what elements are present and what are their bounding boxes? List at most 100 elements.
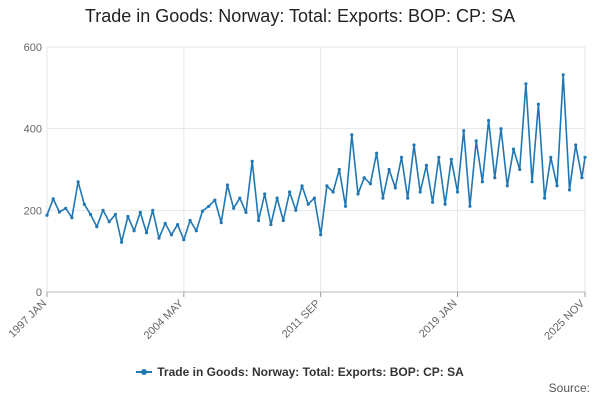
- data-point[interactable]: [574, 143, 578, 147]
- data-point[interactable]: [163, 221, 167, 225]
- data-point[interactable]: [583, 155, 587, 159]
- legend-swatch-icon: [136, 366, 153, 378]
- data-point[interactable]: [169, 233, 173, 237]
- data-point[interactable]: [493, 176, 497, 180]
- data-point[interactable]: [549, 155, 553, 159]
- data-point[interactable]: [182, 238, 186, 242]
- data-point[interactable]: [194, 229, 198, 233]
- data-point[interactable]: [207, 204, 211, 208]
- data-point[interactable]: [281, 218, 285, 223]
- data-point[interactable]: [51, 197, 55, 201]
- data-point[interactable]: [151, 208, 155, 212]
- y-tick-label: 0: [36, 287, 42, 299]
- data-point[interactable]: [219, 221, 223, 225]
- data-point[interactable]: [561, 73, 565, 77]
- data-point[interactable]: [337, 167, 341, 172]
- data-point[interactable]: [393, 186, 397, 190]
- data-point[interactable]: [325, 184, 329, 188]
- data-point[interactable]: [331, 190, 335, 194]
- x-tick-label: 2025 NOV: [542, 297, 587, 342]
- data-point[interactable]: [350, 133, 354, 137]
- data-point[interactable]: [238, 196, 242, 200]
- data-point[interactable]: [76, 180, 80, 184]
- tick-labels: 0 200 400 600 1997 JAN 2004 MAY 2011 SEP 2019 J…: [6, 42, 587, 342]
- data-point[interactable]: [511, 147, 516, 151]
- x-tick-label: 2011 SEP: [280, 298, 323, 341]
- data-point[interactable]: [225, 183, 229, 187]
- data-point[interactable]: [462, 129, 466, 133]
- data-point[interactable]: [480, 180, 484, 184]
- data-point[interactable]: [256, 218, 261, 223]
- x-tick-label: 2004 MAY: [142, 297, 187, 342]
- data-point[interactable]: [424, 163, 428, 167]
- data-point[interactable]: [474, 139, 478, 143]
- data-point[interactable]: [126, 214, 130, 219]
- data-point[interactable]: [567, 188, 572, 192]
- data-point[interactable]: [406, 196, 410, 200]
- data-point[interactable]: [487, 118, 491, 123]
- data-point[interactable]: [387, 167, 391, 172]
- data-point[interactable]: [70, 216, 74, 220]
- data-point[interactable]: [200, 209, 205, 213]
- legend[interactable]: Trade in Goods: Norway: Total: Exports: …: [0, 365, 600, 379]
- data-point[interactable]: [437, 155, 441, 159]
- data-point[interactable]: [213, 198, 217, 202]
- data-point[interactable]: [431, 200, 435, 204]
- data-point[interactable]: [343, 204, 348, 208]
- data-point[interactable]: [530, 180, 534, 184]
- data-point[interactable]: [580, 176, 584, 180]
- data-point[interactable]: [288, 190, 292, 194]
- data-point[interactable]: [64, 206, 68, 210]
- data-point[interactable]: [455, 190, 460, 194]
- data-point[interactable]: [176, 223, 180, 227]
- chart-title: Trade in Goods: Norway: Total: Exports: …: [84, 6, 516, 26]
- data-point[interactable]: [300, 184, 304, 188]
- data-point[interactable]: [232, 206, 236, 210]
- data-point[interactable]: [269, 223, 273, 227]
- data-point[interactable]: [543, 196, 547, 200]
- data-point[interactable]: [362, 176, 366, 180]
- data-point[interactable]: [505, 184, 509, 188]
- data-point[interactable]: [57, 210, 62, 214]
- data-point[interactable]: [499, 127, 503, 131]
- data-point[interactable]: [95, 225, 99, 229]
- data-point[interactable]: [524, 82, 528, 86]
- data-point[interactable]: [120, 240, 124, 244]
- data-point[interactable]: [101, 208, 105, 212]
- data-point[interactable]: [188, 218, 192, 223]
- series-layer: [45, 73, 587, 244]
- data-point[interactable]: [88, 212, 93, 216]
- data-point[interactable]: [244, 210, 248, 214]
- data-point[interactable]: [113, 212, 117, 216]
- data-point[interactable]: [82, 202, 86, 206]
- data-point[interactable]: [381, 196, 385, 200]
- data-point[interactable]: [294, 208, 298, 212]
- data-point[interactable]: [138, 210, 142, 214]
- series-line[interactable]: [46, 74, 586, 243]
- data-point[interactable]: [157, 236, 161, 240]
- data-point[interactable]: [555, 184, 559, 188]
- grid-lines: [46, 46, 586, 292]
- data-point[interactable]: [368, 182, 372, 186]
- data-point[interactable]: [132, 229, 136, 233]
- data-point[interactable]: [312, 196, 316, 200]
- data-point[interactable]: [518, 167, 522, 172]
- data-point[interactable]: [319, 233, 323, 237]
- data-point[interactable]: [418, 190, 422, 194]
- data-point[interactable]: [250, 159, 254, 163]
- data-point[interactable]: [375, 151, 379, 155]
- data-point[interactable]: [443, 202, 447, 206]
- data-point[interactable]: [275, 196, 279, 200]
- data-point[interactable]: [306, 202, 310, 206]
- data-point[interactable]: [263, 192, 267, 196]
- data-point[interactable]: [536, 102, 541, 106]
- data-point[interactable]: [449, 157, 453, 161]
- data-point[interactable]: [144, 231, 149, 235]
- data-point[interactable]: [45, 213, 49, 217]
- data-point[interactable]: [107, 220, 111, 224]
- y-tick-label: 400: [24, 124, 42, 136]
- data-point[interactable]: [399, 155, 404, 159]
- data-point[interactable]: [356, 192, 360, 196]
- data-point[interactable]: [412, 143, 416, 147]
- data-point[interactable]: [468, 204, 472, 208]
